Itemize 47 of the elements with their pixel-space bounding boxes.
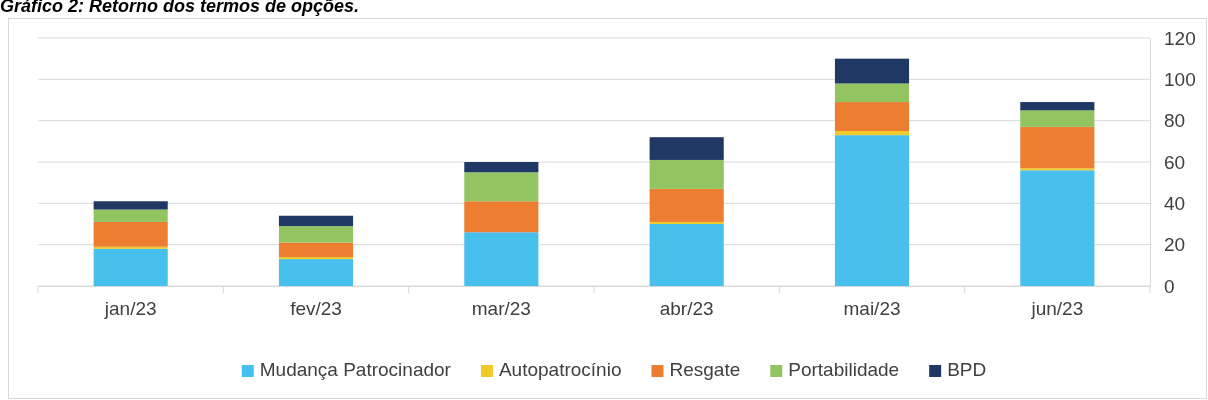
bar xyxy=(649,224,724,286)
bar xyxy=(93,246,168,249)
legend-label: BPD xyxy=(947,359,987,380)
bar xyxy=(834,83,910,103)
legend-label: Portabilidade xyxy=(788,359,900,380)
y-tick-label: 40 xyxy=(1164,192,1186,214)
bar xyxy=(278,226,354,243)
legend-label: Resgate xyxy=(669,359,741,380)
x-tick-label: jun/23 xyxy=(1030,298,1084,320)
bar xyxy=(1020,168,1095,171)
legend-label: Mudança Patrocinador xyxy=(259,359,452,380)
y-tick-label: 60 xyxy=(1164,151,1186,173)
bar xyxy=(649,188,724,222)
bar xyxy=(464,201,539,233)
legend-label: Autopatrocínio xyxy=(498,359,622,380)
bar xyxy=(1020,170,1095,286)
bar xyxy=(278,257,354,260)
bar xyxy=(464,172,539,202)
bar xyxy=(278,242,354,258)
y-tick-label: 80 xyxy=(1164,110,1186,132)
bar xyxy=(93,221,168,247)
bar xyxy=(649,137,724,160)
x-tick-label: fev/23 xyxy=(290,298,342,320)
bar xyxy=(278,259,354,286)
bar xyxy=(834,135,910,286)
x-tick-label: mai/23 xyxy=(843,298,901,320)
y-tick-label: 100 xyxy=(1164,68,1196,90)
bar xyxy=(93,209,168,222)
bar xyxy=(1020,126,1095,169)
bar xyxy=(464,232,539,286)
bar xyxy=(464,162,539,173)
bar xyxy=(649,221,724,224)
bar xyxy=(834,131,910,136)
bar xyxy=(1020,110,1095,127)
x-tick-label: jan/23 xyxy=(103,298,157,320)
bar xyxy=(834,58,910,84)
bar xyxy=(834,102,910,131)
bar xyxy=(649,159,724,189)
bar xyxy=(93,201,168,210)
bar xyxy=(93,248,168,286)
x-tick-label: mar/23 xyxy=(471,298,531,320)
y-tick-label: 120 xyxy=(1164,27,1196,49)
x-tick-label: abr/23 xyxy=(659,298,714,320)
y-tick-label: 20 xyxy=(1164,234,1186,256)
bar xyxy=(278,215,354,227)
y-tick-label: 0 xyxy=(1164,275,1175,297)
bar xyxy=(1020,102,1095,111)
